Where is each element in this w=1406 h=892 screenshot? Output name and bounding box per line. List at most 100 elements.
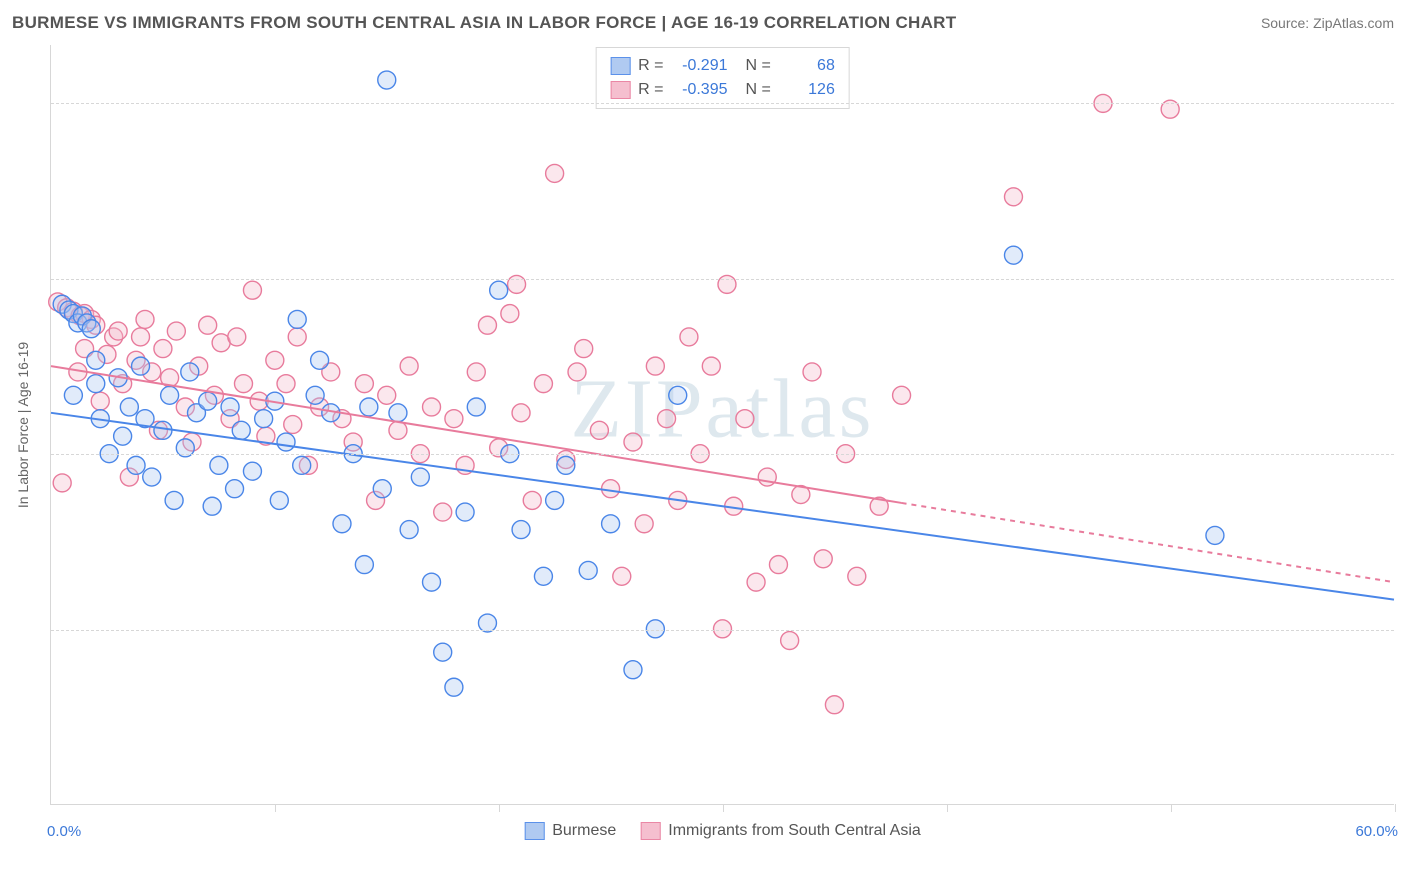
data-point xyxy=(161,386,179,404)
data-point xyxy=(127,456,145,474)
data-point xyxy=(181,363,199,381)
data-point xyxy=(154,340,172,358)
data-point xyxy=(378,386,396,404)
data-point xyxy=(266,351,284,369)
y-axis-label: In Labor Force | Age 16-19 xyxy=(15,341,31,507)
y-tick-label: 45.0% xyxy=(1400,270,1406,287)
legend-n-label: N = xyxy=(746,78,771,102)
data-point xyxy=(167,322,185,340)
chart-header: BURMESE VS IMMIGRANTS FROM SOUTH CENTRAL… xyxy=(12,8,1394,38)
data-point xyxy=(658,410,676,428)
data-point xyxy=(400,357,418,375)
gridline xyxy=(51,454,1394,455)
data-point xyxy=(210,456,228,474)
data-point xyxy=(568,363,586,381)
data-point xyxy=(132,328,150,346)
data-point xyxy=(288,328,306,346)
y-tick-label: 15.0% xyxy=(1400,621,1406,638)
trend-line xyxy=(51,366,902,503)
data-point xyxy=(154,421,172,439)
data-point xyxy=(534,375,552,393)
data-point xyxy=(91,392,109,410)
legend-n-value: 126 xyxy=(779,78,835,102)
data-point xyxy=(669,386,687,404)
data-point xyxy=(512,404,530,422)
gridline xyxy=(51,279,1394,280)
data-point xyxy=(53,474,71,492)
x-tick xyxy=(723,804,724,812)
x-min-label: 0.0% xyxy=(47,823,81,840)
data-point xyxy=(736,410,754,428)
data-point xyxy=(411,468,429,486)
y-tick-label: 30.0% xyxy=(1400,446,1406,463)
data-point xyxy=(814,550,832,568)
data-point xyxy=(109,322,127,340)
data-point xyxy=(378,71,396,89)
legend-stats: R =-0.291N =68R =-0.395N =126 xyxy=(595,47,850,109)
data-point xyxy=(512,521,530,539)
data-point xyxy=(893,386,911,404)
data-point xyxy=(680,328,698,346)
legend-series-item: Immigrants from South Central Asia xyxy=(640,822,921,840)
data-point xyxy=(232,421,250,439)
data-point xyxy=(243,462,261,480)
data-point xyxy=(87,351,105,369)
data-point xyxy=(501,305,519,323)
data-point xyxy=(270,491,288,509)
data-point xyxy=(288,310,306,328)
data-point xyxy=(781,632,799,650)
data-point xyxy=(114,427,132,445)
x-max-label: 60.0% xyxy=(1355,823,1398,840)
data-point xyxy=(848,567,866,585)
data-point xyxy=(132,357,150,375)
chart-source: Source: ZipAtlas.com xyxy=(1261,15,1394,31)
legend-stats-row: R =-0.395N =126 xyxy=(610,78,835,102)
data-point xyxy=(602,480,620,498)
data-point xyxy=(523,491,541,509)
data-point xyxy=(646,357,664,375)
gridline xyxy=(51,630,1394,631)
gridline xyxy=(51,103,1394,104)
data-point xyxy=(373,480,391,498)
data-point xyxy=(235,375,253,393)
data-point xyxy=(546,164,564,182)
x-tick xyxy=(499,804,500,812)
data-point xyxy=(355,556,373,574)
data-point xyxy=(467,363,485,381)
data-point xyxy=(590,421,608,439)
data-point xyxy=(360,398,378,416)
data-point xyxy=(1004,246,1022,264)
legend-swatch xyxy=(610,81,630,99)
legend-r-value: -0.395 xyxy=(672,78,728,102)
data-point xyxy=(423,398,441,416)
data-point xyxy=(803,363,821,381)
legend-swatch xyxy=(610,57,630,75)
data-point xyxy=(557,456,575,474)
data-point xyxy=(747,573,765,591)
data-point xyxy=(203,497,221,515)
data-point xyxy=(445,678,463,696)
y-tick-label: 60.0% xyxy=(1400,95,1406,112)
data-point xyxy=(221,398,239,416)
plot-area: In Labor Force | Age 16-19 ZIPatlas R =-… xyxy=(50,45,1394,805)
data-point xyxy=(389,404,407,422)
legend-series-item: Burmese xyxy=(524,822,616,840)
data-point xyxy=(255,410,273,428)
data-point xyxy=(199,392,217,410)
data-point xyxy=(1004,188,1022,206)
legend-series: Burmese Immigrants from South Central Asi… xyxy=(524,822,921,840)
data-point xyxy=(423,573,441,591)
legend-series-label: Burmese xyxy=(552,822,616,840)
data-point xyxy=(228,328,246,346)
chart-title: BURMESE VS IMMIGRANTS FROM SOUTH CENTRAL… xyxy=(12,13,956,33)
data-point xyxy=(306,386,324,404)
data-point xyxy=(120,398,138,416)
data-point xyxy=(333,515,351,533)
x-tick xyxy=(275,804,276,812)
data-point xyxy=(769,556,787,574)
chart-svg xyxy=(51,45,1394,804)
legend-n-value: 68 xyxy=(779,54,835,78)
data-point xyxy=(602,515,620,533)
legend-series-label: Immigrants from South Central Asia xyxy=(668,822,921,840)
data-point xyxy=(635,515,653,533)
